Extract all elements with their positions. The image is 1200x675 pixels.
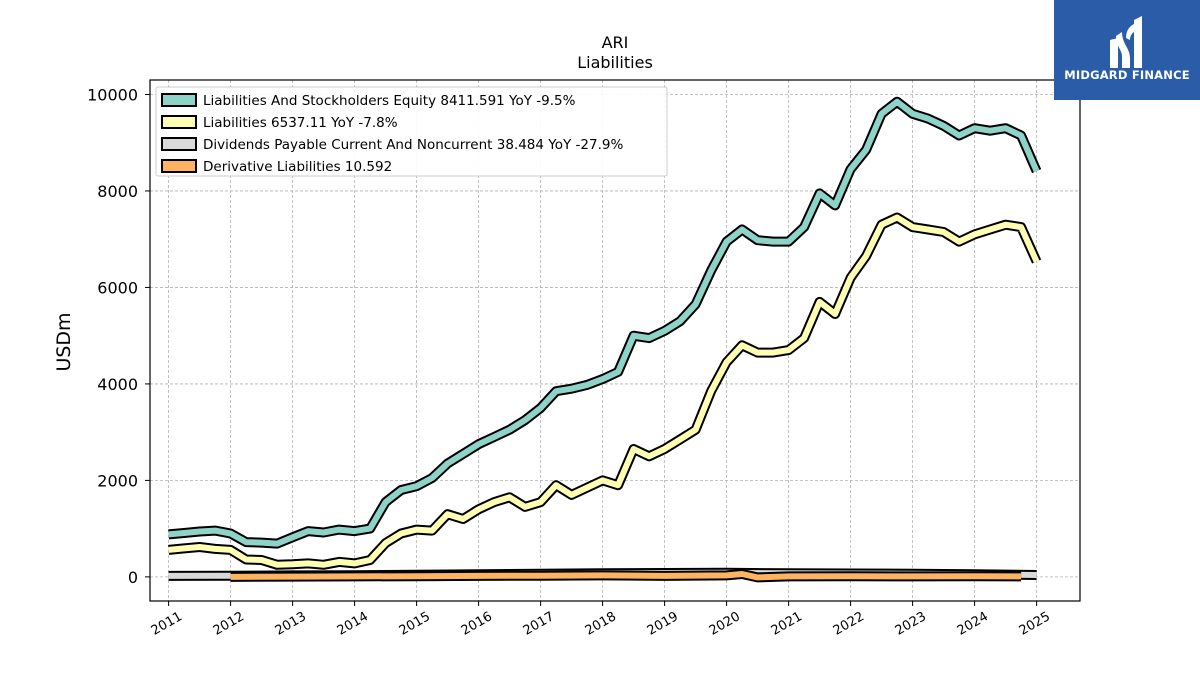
x-tick-label: 2022 xyxy=(831,609,867,639)
y-axis-label: USDm xyxy=(53,312,75,371)
logo-mark-icon xyxy=(1110,16,1142,68)
y-tick-label: 0 xyxy=(128,568,138,587)
y-tick-label: 2000 xyxy=(97,471,138,490)
x-tick-label: 2023 xyxy=(893,609,929,639)
x-tick-label: 2024 xyxy=(955,609,991,639)
x-tick-label: 2021 xyxy=(769,609,805,639)
series-layer xyxy=(168,96,1042,583)
x-tick-label: 2016 xyxy=(459,609,495,639)
legend-entry-label: Derivative Liabilities 10.592 xyxy=(203,159,392,175)
legend-swatch xyxy=(161,93,197,107)
legend-swatch xyxy=(161,137,197,151)
chart-subtitle: Liabilities xyxy=(577,53,653,72)
x-tick-label: 2012 xyxy=(211,609,247,639)
series-line xyxy=(168,98,1040,547)
y-tick-label: 6000 xyxy=(97,278,138,297)
series-line xyxy=(230,571,1022,581)
x-tick-label: 2015 xyxy=(397,609,433,639)
legend: Liabilities And Stockholders Equity 8411… xyxy=(155,86,668,177)
series-line xyxy=(168,214,1040,568)
x-tick-label: 2019 xyxy=(645,609,681,639)
x-tick-label: 2013 xyxy=(273,609,309,639)
x-tick-label: 2018 xyxy=(583,609,619,639)
plot-frame xyxy=(149,79,1081,602)
y-tick-label: 8000 xyxy=(97,182,138,201)
legend-entry-label: Dividends Payable Current And Noncurrent… xyxy=(203,137,623,153)
x-tick-label: 2017 xyxy=(521,609,557,639)
y-axis-ticks: 0 2000 4000 6000 8000 10000 xyxy=(87,85,150,587)
legend-swatch xyxy=(161,159,197,173)
midgard-finance-logo: MIDGARD FINANCE xyxy=(1054,0,1200,100)
x-tick-label: 2014 xyxy=(335,609,371,639)
legend-entry-label: Liabilities 6537.11 YoY -7.8% xyxy=(203,115,398,131)
chart-title: ARI xyxy=(602,33,629,52)
y-tick-label: 4000 xyxy=(97,375,138,394)
legend-box xyxy=(155,86,668,177)
x-tick-label: 2025 xyxy=(1017,609,1053,639)
x-tick-label: 2011 xyxy=(149,609,185,639)
y-tick-label: 10000 xyxy=(87,85,138,104)
x-tick-label: 2020 xyxy=(707,609,743,639)
legend-entry-label: Liabilities And Stockholders Equity 8411… xyxy=(203,93,576,109)
logo-text: MIDGARD FINANCE xyxy=(1064,68,1190,82)
x-axis-ticks: 2011 2012 2013 2014 2015 2016 2017 2018 2019 2020… xyxy=(149,601,1053,639)
legend-swatch xyxy=(161,115,197,129)
